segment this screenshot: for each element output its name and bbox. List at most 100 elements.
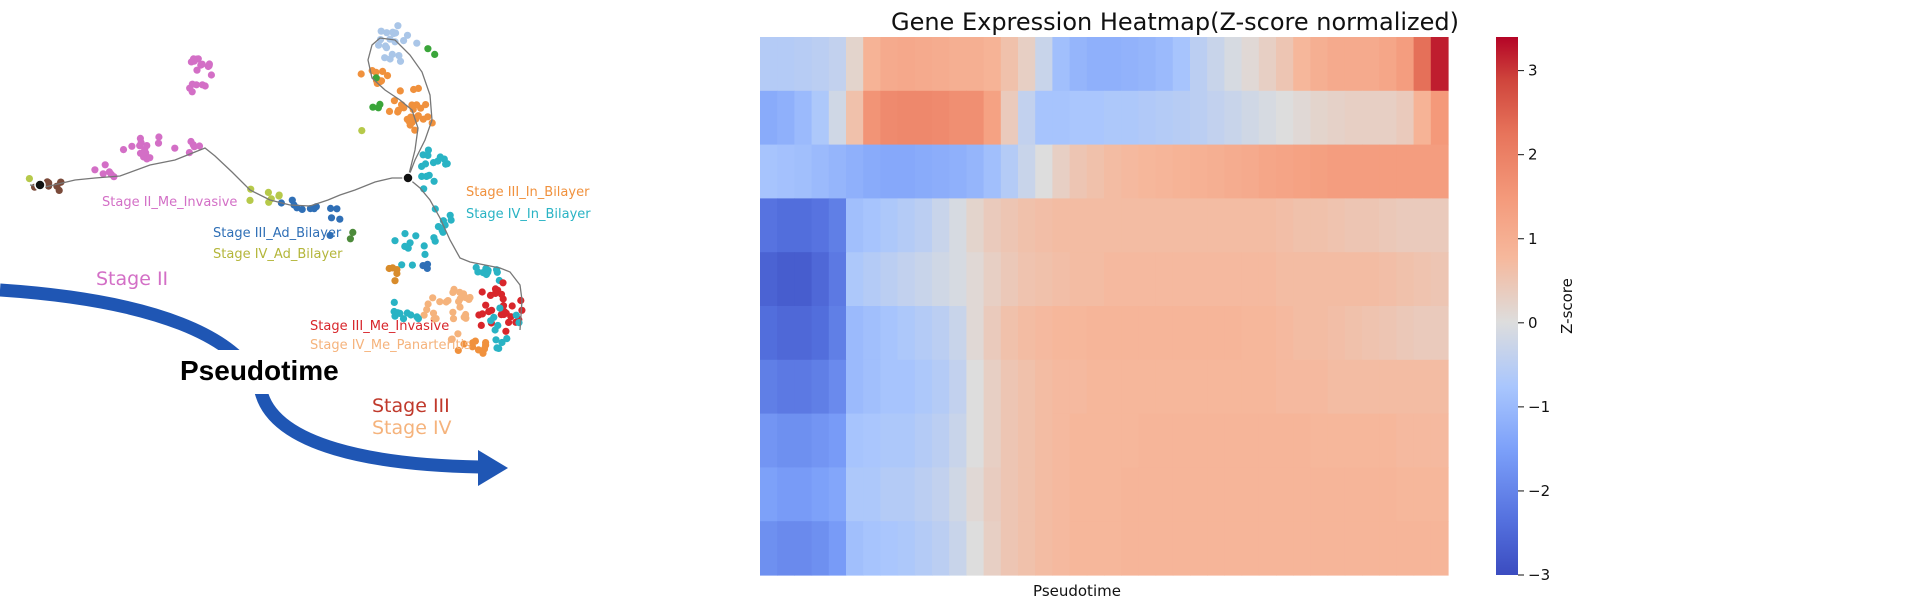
heatmap-cell: [1121, 144, 1139, 199]
cell-point: [411, 126, 419, 134]
heatmap-cell: [1396, 413, 1415, 468]
heatmap-cell: [1396, 90, 1415, 146]
heatmap-cell: [1018, 467, 1036, 522]
cell-point: [462, 314, 470, 322]
heatmap-cell: [1138, 252, 1157, 307]
cell-point: [395, 52, 403, 60]
heatmap-cell: [1069, 198, 1088, 253]
cell-point: [188, 80, 196, 88]
heatmap-cell: [1362, 306, 1380, 361]
cell-point: [494, 321, 502, 330]
heatmap-cell: [863, 144, 881, 199]
heatmap-cell: [863, 90, 881, 146]
heatmap-cell: [1276, 467, 1294, 522]
cell-point: [517, 296, 525, 305]
heatmap-cell: [914, 144, 933, 199]
heatmap-cell: [1379, 252, 1397, 307]
cell-point: [400, 104, 408, 112]
heatmap-cell: [794, 413, 813, 468]
heatmap-cell: [1104, 413, 1122, 468]
cell-point: [508, 302, 516, 310]
cell-point: [469, 339, 477, 347]
cell-point: [444, 297, 452, 305]
heatmap-cell: [1276, 306, 1294, 361]
heatmap-cell: [811, 413, 830, 468]
trajectory-branch: [367, 37, 433, 179]
heatmap-cell: [914, 37, 933, 92]
heatmap-cell: [1430, 198, 1449, 253]
heatmap-cell: [1052, 144, 1071, 199]
cell-point: [25, 175, 33, 183]
heatmap-cell: [1241, 521, 1260, 576]
heatmap-cell: [777, 198, 795, 253]
cell-point: [405, 117, 413, 126]
heatmap-cell: [1000, 521, 1019, 576]
heatmap-cell: [880, 306, 899, 361]
heatmap-cell: [1293, 252, 1311, 307]
heatmap-cell: [1276, 37, 1294, 92]
heatmap-cell: [1207, 90, 1225, 146]
cell-point: [406, 239, 414, 247]
heatmap-cell: [1293, 521, 1311, 576]
cell-point: [447, 216, 455, 224]
heatmap-cell: [1362, 359, 1380, 415]
heatmap-cell: [914, 90, 933, 146]
heatmap-cell: [1035, 521, 1053, 576]
cell-point: [407, 311, 415, 319]
cell-point: [423, 306, 431, 314]
cell-point: [408, 101, 416, 109]
cell-point: [401, 242, 409, 250]
cell-point: [207, 71, 215, 79]
heatmap-cell: [932, 413, 950, 468]
heatmap-cell: [932, 306, 950, 361]
cell-point: [421, 250, 429, 258]
heatmap-cell: [863, 413, 881, 468]
heatmap-cell: [1000, 413, 1019, 468]
heatmap-cell: [1430, 467, 1449, 522]
heatmap-cell: [897, 90, 916, 146]
heatmap-cell: [983, 252, 1002, 307]
heatmap-cell: [1327, 37, 1346, 92]
heatmap-cell: [966, 413, 985, 468]
heatmap-cell: [777, 252, 795, 307]
heatmap-cell: [880, 359, 899, 415]
heatmap-cell: [1327, 198, 1346, 253]
heatmap-cell: [966, 144, 985, 199]
cell-point: [128, 142, 136, 150]
heatmap-cell: [1344, 413, 1363, 468]
cell-point: [414, 112, 422, 120]
heatmap-cell: [1276, 413, 1294, 468]
heatmap-cell: [1258, 198, 1277, 253]
heatmap-cell: [1207, 252, 1225, 307]
heatmap-cell: [1086, 198, 1105, 253]
heatmap-cell: [1121, 252, 1139, 307]
heatmap-cell: [794, 198, 813, 253]
heatmap-chart: Gene Expression Heatmap(Z-score normaliz…: [683, 8, 1576, 600]
heatmap-cell: [794, 467, 813, 522]
heatmap-cell: [777, 359, 795, 415]
heatmap-cell: [1379, 90, 1397, 146]
colorbar-tick-label: 1: [1528, 230, 1538, 248]
cell-point: [306, 205, 314, 213]
heatmap-cell: [932, 90, 950, 146]
heatmap-cell: [1344, 359, 1363, 415]
cell-point: [385, 107, 394, 115]
heatmap-cell: [880, 467, 899, 522]
heatmap-cell: [983, 359, 1002, 415]
heatmap-cell: [1310, 467, 1329, 522]
cell-point: [424, 45, 432, 53]
heatmap-cell: [1035, 413, 1053, 468]
heatmap-cell: [1121, 198, 1139, 253]
heatmap-cell: [1310, 252, 1329, 307]
heatmap-cell: [1276, 144, 1294, 199]
cell-point: [193, 66, 201, 74]
cell-point: [475, 311, 483, 319]
heatmap-cell: [1379, 521, 1397, 576]
heatmap-cell: [932, 144, 950, 199]
heatmap-cell: [1344, 467, 1363, 522]
heatmap-cell: [1190, 413, 1208, 468]
heatmap-cell: [760, 467, 778, 522]
heatmap-cell: [1258, 306, 1277, 361]
heatmap-cell: [966, 37, 985, 92]
heatmap-cell: [1155, 521, 1174, 576]
